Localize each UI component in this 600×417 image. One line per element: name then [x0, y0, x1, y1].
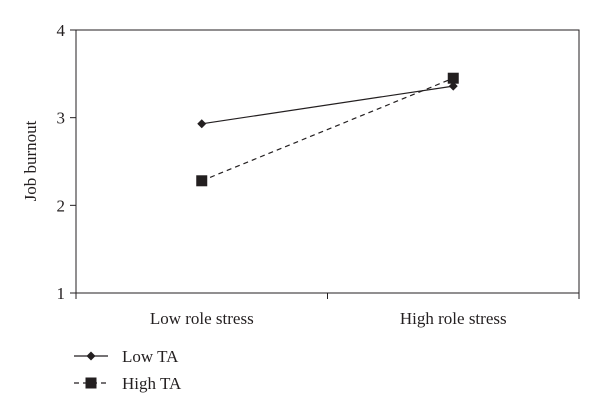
y-tick-label: 4	[57, 21, 66, 40]
series-line-1	[201, 85, 454, 125]
data-point	[197, 119, 207, 129]
data-point	[196, 175, 208, 187]
x-tick-label: High role stress	[400, 309, 507, 328]
y-tick-label: 1	[57, 284, 66, 303]
legend-label: High TA	[122, 374, 182, 393]
plot-frame	[75, 29, 580, 294]
x-tick-label: Low role stress	[150, 309, 254, 328]
y-tick-label: 2	[57, 196, 66, 215]
series-line-2	[201, 77, 454, 182]
legend-marker	[85, 377, 97, 389]
y-tick-label: 3	[57, 109, 66, 128]
legend-label: Low TA	[122, 347, 179, 366]
data-point	[448, 81, 458, 91]
legend-marker	[86, 351, 96, 361]
data-point	[447, 72, 459, 84]
y-axis-label: Job burnout	[21, 120, 40, 201]
